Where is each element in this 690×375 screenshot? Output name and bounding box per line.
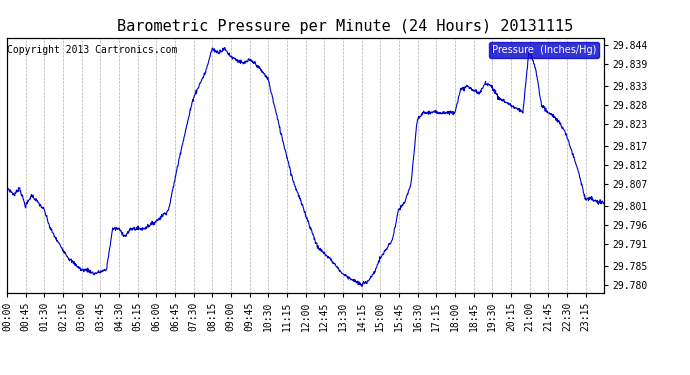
Text: Copyright 2013 Cartronics.com: Copyright 2013 Cartronics.com [7,45,177,55]
Legend: Pressure  (Inches/Hg): Pressure (Inches/Hg) [489,42,599,58]
Text: Barometric Pressure per Minute (24 Hours) 20131115: Barometric Pressure per Minute (24 Hours… [117,19,573,34]
